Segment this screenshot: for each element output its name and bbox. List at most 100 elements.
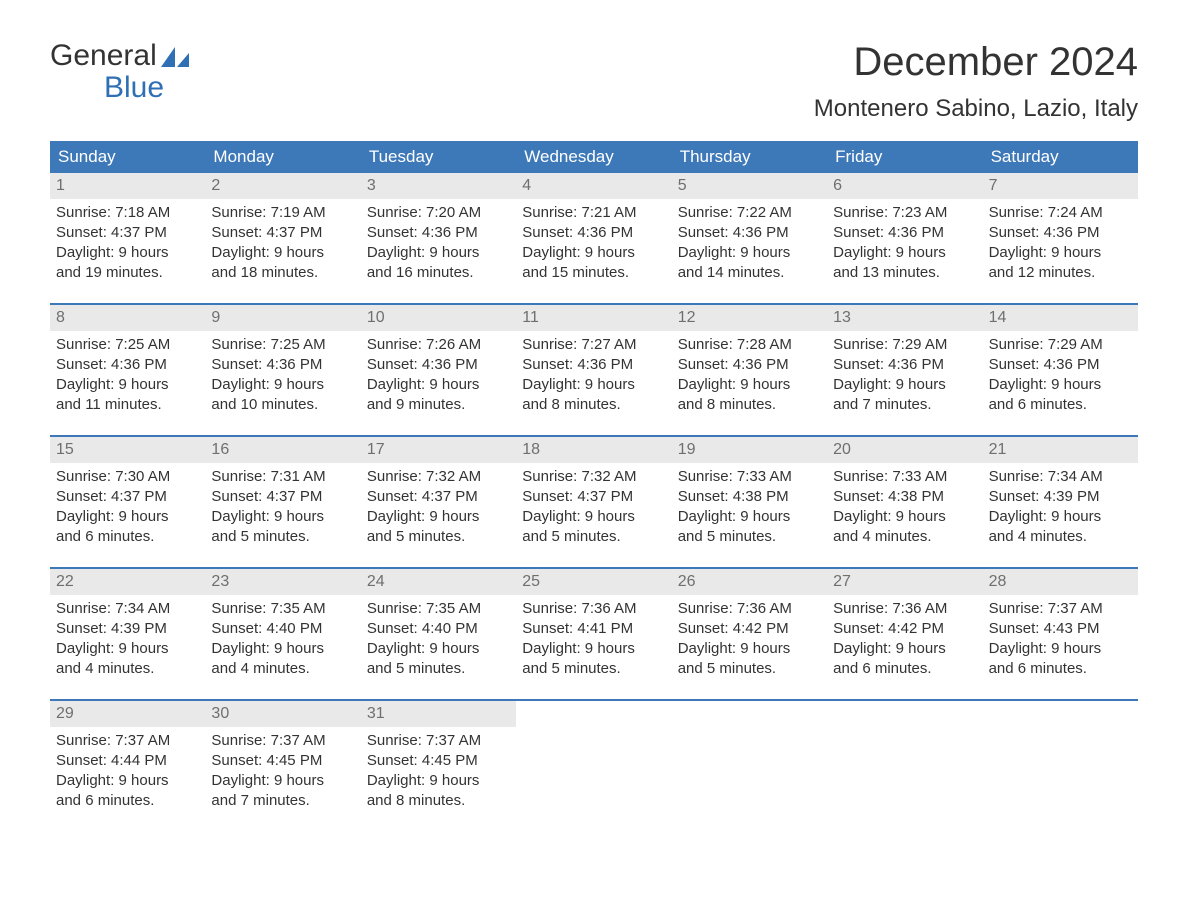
sunset-text: Sunset: 4:37 PM: [211, 487, 354, 507]
day-body: Sunrise: 7:33 AMSunset: 4:38 PMDaylight:…: [672, 463, 827, 550]
dow-tuesday: Tuesday: [361, 141, 516, 173]
dl1-text: Daylight: 9 hours: [989, 243, 1132, 263]
day-number: 17: [361, 437, 516, 463]
dl1-text: Daylight: 9 hours: [678, 507, 821, 527]
dl2-text: and 13 minutes.: [833, 263, 976, 283]
sunrise-text: Sunrise: 7:35 AM: [211, 599, 354, 619]
day-cell: 6Sunrise: 7:23 AMSunset: 4:36 PMDaylight…: [827, 173, 982, 289]
day-cell: 19Sunrise: 7:33 AMSunset: 4:38 PMDayligh…: [672, 437, 827, 553]
sunrise-text: Sunrise: 7:19 AM: [211, 203, 354, 223]
location-subtitle: Montenero Sabino, Lazio, Italy: [814, 95, 1138, 123]
sunrise-text: Sunrise: 7:20 AM: [367, 203, 510, 223]
sunrise-text: Sunrise: 7:22 AM: [678, 203, 821, 223]
day-body: Sunrise: 7:25 AMSunset: 4:36 PMDaylight:…: [50, 331, 205, 418]
dl2-text: and 5 minutes.: [522, 659, 665, 679]
dow-friday: Friday: [827, 141, 982, 173]
page-title: December 2024: [814, 40, 1138, 85]
sunset-text: Sunset: 4:37 PM: [211, 223, 354, 243]
day-body: Sunrise: 7:37 AMSunset: 4:44 PMDaylight:…: [50, 727, 205, 814]
sunset-text: Sunset: 4:37 PM: [522, 487, 665, 507]
day-body: Sunrise: 7:31 AMSunset: 4:37 PMDaylight:…: [205, 463, 360, 550]
day-cell: 22Sunrise: 7:34 AMSunset: 4:39 PMDayligh…: [50, 569, 205, 685]
dl1-text: Daylight: 9 hours: [522, 375, 665, 395]
dl2-text: and 5 minutes.: [367, 659, 510, 679]
day-body: Sunrise: 7:28 AMSunset: 4:36 PMDaylight:…: [672, 331, 827, 418]
calendar: Sunday Monday Tuesday Wednesday Thursday…: [50, 141, 1138, 817]
dl2-text: and 8 minutes.: [678, 395, 821, 415]
day-body: Sunrise: 7:24 AMSunset: 4:36 PMDaylight:…: [983, 199, 1138, 286]
day-body: Sunrise: 7:36 AMSunset: 4:41 PMDaylight:…: [516, 595, 671, 682]
day-number: 25: [516, 569, 671, 595]
sunrise-text: Sunrise: 7:32 AM: [522, 467, 665, 487]
sunset-text: Sunset: 4:36 PM: [833, 355, 976, 375]
day-number: 30: [205, 701, 360, 727]
day-number: 31: [361, 701, 516, 727]
dl2-text: and 11 minutes.: [56, 395, 199, 415]
day-cell: 31Sunrise: 7:37 AMSunset: 4:45 PMDayligh…: [361, 701, 516, 817]
day-body: Sunrise: 7:33 AMSunset: 4:38 PMDaylight:…: [827, 463, 982, 550]
sunset-text: Sunset: 4:36 PM: [367, 355, 510, 375]
dl2-text: and 8 minutes.: [367, 791, 510, 811]
day-cell: [672, 701, 827, 817]
day-body: Sunrise: 7:29 AMSunset: 4:36 PMDaylight:…: [983, 331, 1138, 418]
sunrise-text: Sunrise: 7:28 AM: [678, 335, 821, 355]
sunset-text: Sunset: 4:36 PM: [367, 223, 510, 243]
dl1-text: Daylight: 9 hours: [367, 375, 510, 395]
sunset-text: Sunset: 4:37 PM: [56, 223, 199, 243]
day-number: 14: [983, 305, 1138, 331]
logo-sail-icon: [161, 45, 189, 67]
dl1-text: Daylight: 9 hours: [56, 507, 199, 527]
day-cell: 7Sunrise: 7:24 AMSunset: 4:36 PMDaylight…: [983, 173, 1138, 289]
day-body: Sunrise: 7:32 AMSunset: 4:37 PMDaylight:…: [516, 463, 671, 550]
dl2-text: and 10 minutes.: [211, 395, 354, 415]
day-cell: [827, 701, 982, 817]
calendar-body: 1Sunrise: 7:18 AMSunset: 4:37 PMDaylight…: [50, 173, 1138, 817]
day-number: 18: [516, 437, 671, 463]
sunset-text: Sunset: 4:39 PM: [989, 487, 1132, 507]
day-number: 11: [516, 305, 671, 331]
dl1-text: Daylight: 9 hours: [522, 639, 665, 659]
sunset-text: Sunset: 4:36 PM: [989, 355, 1132, 375]
sunset-text: Sunset: 4:36 PM: [522, 223, 665, 243]
dl2-text: and 12 minutes.: [989, 263, 1132, 283]
dl1-text: Daylight: 9 hours: [56, 771, 199, 791]
sunrise-text: Sunrise: 7:37 AM: [367, 731, 510, 751]
dl1-text: Daylight: 9 hours: [833, 243, 976, 263]
dl1-text: Daylight: 9 hours: [367, 507, 510, 527]
day-cell: 24Sunrise: 7:35 AMSunset: 4:40 PMDayligh…: [361, 569, 516, 685]
sunset-text: Sunset: 4:37 PM: [367, 487, 510, 507]
day-cell: 21Sunrise: 7:34 AMSunset: 4:39 PMDayligh…: [983, 437, 1138, 553]
day-body: Sunrise: 7:21 AMSunset: 4:36 PMDaylight:…: [516, 199, 671, 286]
sunrise-text: Sunrise: 7:37 AM: [211, 731, 354, 751]
dl1-text: Daylight: 9 hours: [678, 375, 821, 395]
day-cell: 10Sunrise: 7:26 AMSunset: 4:36 PMDayligh…: [361, 305, 516, 421]
day-number: 7: [983, 173, 1138, 199]
dl1-text: Daylight: 9 hours: [211, 507, 354, 527]
day-number: 19: [672, 437, 827, 463]
day-number: 28: [983, 569, 1138, 595]
sunrise-text: Sunrise: 7:24 AM: [989, 203, 1132, 223]
sunset-text: Sunset: 4:42 PM: [678, 619, 821, 639]
day-body: Sunrise: 7:23 AMSunset: 4:36 PMDaylight:…: [827, 199, 982, 286]
day-number: 21: [983, 437, 1138, 463]
day-number: 9: [205, 305, 360, 331]
sunrise-text: Sunrise: 7:36 AM: [678, 599, 821, 619]
day-cell: 11Sunrise: 7:27 AMSunset: 4:36 PMDayligh…: [516, 305, 671, 421]
dl2-text: and 9 minutes.: [367, 395, 510, 415]
day-cell: 20Sunrise: 7:33 AMSunset: 4:38 PMDayligh…: [827, 437, 982, 553]
dl2-text: and 4 minutes.: [833, 527, 976, 547]
dl2-text: and 5 minutes.: [367, 527, 510, 547]
dl1-text: Daylight: 9 hours: [367, 243, 510, 263]
day-number: 2: [205, 173, 360, 199]
dl2-text: and 4 minutes.: [211, 659, 354, 679]
day-cell: 3 Sunrise: 7:20 AMSunset: 4:36 PMDaylight…: [361, 173, 516, 289]
day-number: 4: [516, 173, 671, 199]
day-body: Sunrise: 7:36 AMSunset: 4:42 PMDaylight:…: [672, 595, 827, 682]
day-body: Sunrise: 7:18 AMSunset: 4:37 PMDaylight:…: [50, 199, 205, 286]
sunrise-text: Sunrise: 7:33 AM: [678, 467, 821, 487]
sunset-text: Sunset: 4:36 PM: [678, 355, 821, 375]
day-cell: 5Sunrise: 7:22 AMSunset: 4:36 PMDaylight…: [672, 173, 827, 289]
day-number: 3: [361, 173, 516, 199]
day-body: Sunrise: 7:29 AMSunset: 4:36 PMDaylight:…: [827, 331, 982, 418]
day-cell: 9Sunrise: 7:25 AMSunset: 4:36 PMDaylight…: [205, 305, 360, 421]
